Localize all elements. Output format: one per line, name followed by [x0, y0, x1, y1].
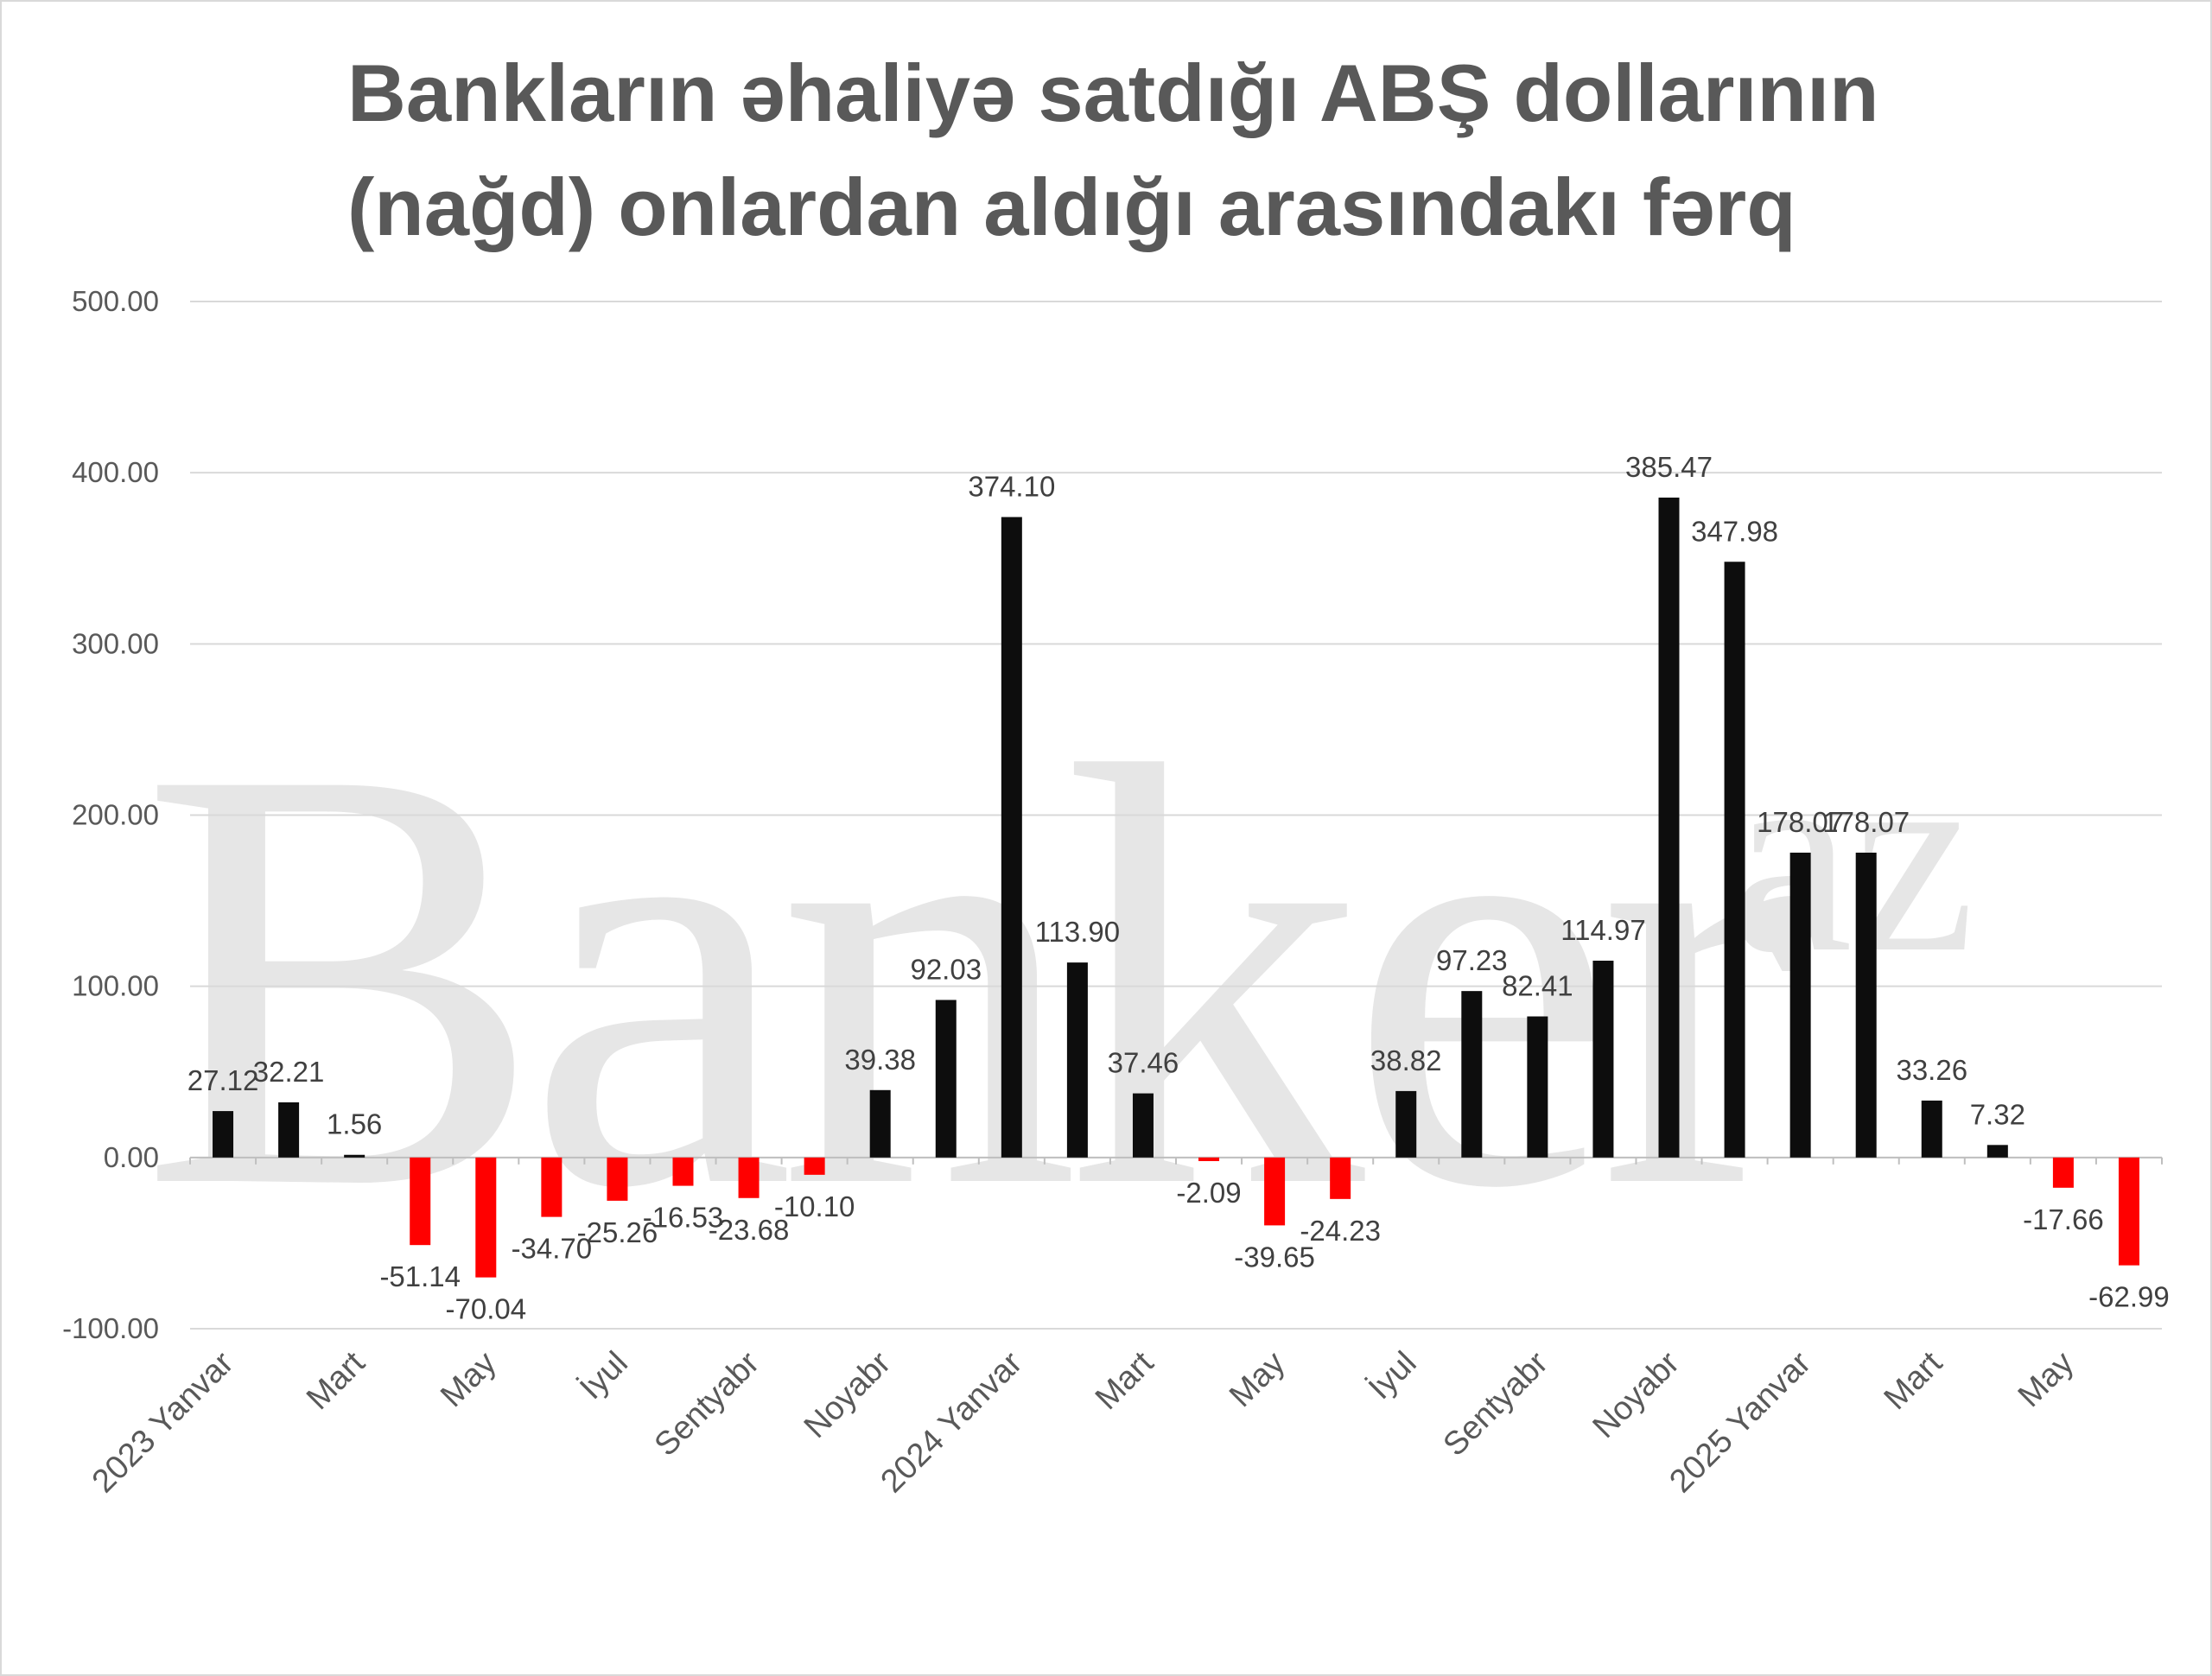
data-label: 27.12	[188, 1064, 259, 1096]
bar	[1658, 497, 1680, 1158]
data-label: -62.99	[2088, 1281, 2170, 1313]
bar	[541, 1157, 563, 1217]
bar	[1198, 1157, 1220, 1161]
bar	[1264, 1157, 1286, 1226]
bar	[1921, 1100, 1942, 1158]
x-tick-label: İyul	[573, 1344, 635, 1406]
bar	[278, 1102, 300, 1158]
data-label: 374.10	[968, 470, 1055, 502]
data-label: 113.90	[1035, 916, 1120, 948]
data-label: 347.98	[1691, 515, 1778, 547]
x-tick-label: May	[2012, 1345, 2081, 1414]
data-label: -70.04	[446, 1293, 527, 1325]
x-tick-label: May	[1223, 1345, 1292, 1414]
bar	[475, 1157, 497, 1278]
data-label: -24.23	[1300, 1215, 1381, 1247]
x-tick-label: Sentyabr	[648, 1344, 766, 1463]
bar	[869, 1089, 891, 1158]
data-label: -10.10	[774, 1190, 855, 1222]
bar	[1066, 962, 1088, 1158]
data-label: 38.82	[1370, 1044, 1442, 1076]
data-label: 39.38	[844, 1044, 916, 1076]
data-label: 114.97	[1560, 914, 1645, 946]
bar	[1001, 517, 1022, 1158]
data-label: -2.09	[1176, 1177, 1241, 1209]
y-tick-label: 500.00	[72, 285, 159, 317]
x-tick-label: Mart	[1878, 1344, 1950, 1417]
bar	[1592, 961, 1614, 1158]
bar	[1132, 1093, 1154, 1158]
y-tick-label: 100.00	[72, 970, 159, 1002]
x-tick-label: 2024 Yanvar	[874, 1344, 1030, 1500]
bar	[607, 1157, 628, 1201]
chart-title-line-1: Bankların əhaliyə satdığı ABŞ dollarının	[347, 48, 1879, 138]
bar	[344, 1154, 365, 1158]
x-tick-label: Mart	[1089, 1344, 1161, 1417]
bar	[1986, 1145, 2008, 1158]
y-tick-label: 400.00	[72, 456, 159, 488]
data-label: -39.65	[1234, 1241, 1315, 1273]
y-tick-label: 200.00	[72, 799, 159, 831]
bar	[2052, 1157, 2074, 1188]
chart-title-line-2: (nağd) onlardan aldığı arasındakı fərq	[347, 162, 1796, 252]
x-tick-label: Noyabr	[1586, 1344, 1688, 1445]
bar	[672, 1157, 694, 1186]
data-label: -25.26	[577, 1216, 658, 1248]
data-label: 82.41	[1502, 970, 1573, 1002]
data-label: 32.21	[253, 1056, 325, 1088]
data-label: 97.23	[1436, 944, 1508, 976]
bar	[410, 1157, 431, 1246]
bar	[1461, 991, 1483, 1158]
data-label: 92.03	[910, 953, 982, 985]
data-label: 385.47	[1625, 451, 1713, 483]
x-tick-label: Mart	[300, 1344, 372, 1417]
bar	[2118, 1157, 2139, 1266]
bar	[1855, 852, 1877, 1158]
bar	[1395, 1090, 1417, 1158]
data-label: -51.14	[379, 1260, 461, 1292]
data-label: 178.07	[1757, 806, 1844, 838]
data-label: -16.53	[643, 1202, 724, 1234]
bar	[738, 1157, 760, 1198]
bar	[1724, 562, 1745, 1158]
data-label: -34.70	[512, 1233, 593, 1265]
y-tick-label: 0.00	[104, 1141, 159, 1173]
data-label: -17.66	[2023, 1203, 2104, 1235]
chart-title: Bankların əhaliyə satdığı ABŞ dollarının…	[347, 36, 1903, 264]
x-tick-label: 2025 Yanvar	[1662, 1344, 1818, 1500]
bar	[213, 1111, 234, 1158]
data-label: 178.07	[1822, 806, 1910, 838]
bar	[1789, 852, 1811, 1158]
y-tick-label: -100.00	[62, 1312, 159, 1344]
data-label: 7.32	[1970, 1098, 2025, 1130]
x-tick-label: Noyabr	[798, 1344, 899, 1445]
x-tick-label: Sentyabr	[1436, 1344, 1554, 1463]
y-tick-label: 300.00	[72, 627, 159, 659]
bar	[804, 1157, 825, 1175]
data-label: -23.68	[709, 1214, 790, 1246]
data-label: 33.26	[1896, 1054, 1967, 1086]
data-label: 1.56	[327, 1108, 382, 1140]
x-tick-label: 2023 Yanvar	[86, 1344, 241, 1500]
bar	[1527, 1016, 1548, 1158]
bar	[935, 1000, 957, 1158]
x-tick-label: İyul	[1361, 1344, 1423, 1406]
data-label: 37.46	[1108, 1047, 1179, 1079]
watermark-suffix: az	[1730, 704, 1976, 1010]
bar	[1330, 1157, 1351, 1199]
x-tick-label: May	[434, 1345, 503, 1414]
